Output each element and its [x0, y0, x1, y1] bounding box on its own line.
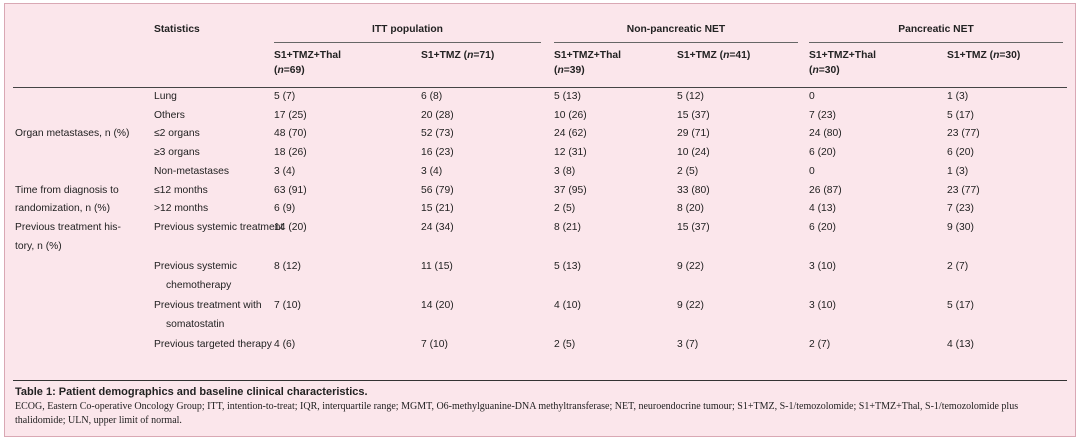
cell: 7 (23)	[809, 109, 836, 121]
row-label: Previous systemic chemotherapy	[154, 260, 237, 291]
row-label: ≤2 organs	[154, 128, 200, 140]
cell: 7 (23)	[947, 203, 974, 215]
cell: 5 (13)	[554, 260, 581, 272]
subcolumn-header: S1+TMZ+Thal (n=30)	[809, 50, 876, 76]
cell: 23 (77)	[947, 128, 980, 140]
cell: 2 (7)	[947, 260, 969, 272]
cell: 6 (20)	[947, 147, 974, 159]
row-label: Previous systemic treatment	[154, 221, 284, 233]
cell: 63 (91)	[274, 184, 307, 196]
cell: 3 (10)	[809, 260, 836, 272]
cell: 5 (17)	[947, 109, 974, 121]
cell: 52 (73)	[421, 128, 454, 140]
subcolumn-header: S1+TMZ (n=30)	[947, 50, 1021, 61]
cell: 15 (37)	[677, 221, 710, 233]
cell: 26 (87)	[809, 184, 842, 196]
cell: 6 (8)	[421, 91, 443, 102]
cell: 29 (71)	[677, 128, 710, 140]
cell: 24 (34)	[421, 221, 454, 233]
cell: 7 (10)	[274, 299, 301, 311]
cell: 4 (10)	[554, 299, 581, 311]
stub-header: Statistics	[154, 24, 200, 35]
cell: 15 (21)	[421, 203, 454, 215]
cell: 2 (5)	[677, 165, 699, 177]
caption: Table 1: Patient demographics and baseli…	[15, 385, 1065, 428]
cell: 1 (3)	[947, 165, 969, 177]
row-group-label: Organ metastases, n (%)	[15, 128, 130, 140]
group-header: ITT population	[372, 24, 443, 35]
cell: 15 (37)	[677, 109, 710, 121]
subcolumn-header: S1+TMZ+Thal (n=39)	[554, 50, 621, 76]
cell: 8 (21)	[554, 221, 581, 233]
cell: 5 (17)	[947, 299, 974, 311]
cell: 2 (5)	[554, 203, 576, 215]
cell: 16 (23)	[421, 147, 454, 159]
cell: 11 (15)	[421, 260, 453, 272]
cell: 3 (7)	[677, 338, 699, 350]
cell: 8 (12)	[274, 260, 301, 272]
cell: 17 (25)	[274, 109, 307, 121]
row-label: >12 months	[154, 203, 209, 215]
cell: 12 (31)	[554, 147, 587, 159]
subcolumn-header: S1+TMZ+Thal (n=69)	[274, 50, 341, 76]
cell: 23 (77)	[947, 184, 980, 196]
cell: 1 (3)	[947, 91, 969, 102]
cell: 5 (13)	[554, 91, 581, 102]
cell: 33 (80)	[677, 184, 710, 196]
row-label: Lung	[154, 91, 177, 102]
caption-note: ECOG, Eastern Co-operative Oncology Grou…	[15, 401, 1019, 426]
cell: 8 (20)	[677, 203, 704, 215]
cell: 14 (20)	[274, 221, 307, 233]
row-group-label: Time from diagnosis to randomization, n …	[15, 184, 119, 215]
group-rule	[554, 42, 798, 43]
cell: 2 (5)	[554, 338, 576, 350]
cell: 4 (13)	[947, 338, 974, 350]
cell: 3 (10)	[809, 299, 836, 311]
cell: 24 (62)	[554, 128, 587, 140]
cell: 6 (20)	[809, 147, 836, 159]
cell: 4 (13)	[809, 203, 836, 215]
cell: 20 (28)	[421, 109, 454, 121]
cell: 7 (10)	[421, 338, 448, 350]
cell: 6 (20)	[809, 221, 836, 233]
subcolumn-header: S1+TMZ (n=41)	[677, 50, 751, 61]
row-label: Non-metastases	[154, 165, 229, 177]
group-header: Non-pancreatic NET	[626, 24, 726, 35]
cell: 9 (30)	[947, 221, 974, 233]
cell: 9 (22)	[677, 299, 704, 311]
row-label: ≤12 months	[154, 184, 208, 196]
row-group-label: Previous treatment his­tory, n (%)	[15, 221, 121, 252]
cell: 37 (95)	[554, 184, 587, 196]
cell: 3 (4)	[421, 165, 443, 177]
cell: 56 (79)	[421, 184, 454, 196]
table-bottom-rule	[13, 380, 1067, 381]
cell: 4 (6)	[274, 338, 296, 350]
cell: 0	[809, 91, 815, 102]
cell: 10 (24)	[677, 147, 710, 159]
row-label: ≥3 organs	[154, 147, 200, 159]
header-rule	[13, 87, 1067, 88]
cell: 2 (7)	[809, 338, 831, 350]
group-header: Pancreatic NET	[898, 24, 974, 35]
group-rule	[274, 42, 541, 43]
row-label: Previous treatment with somatostatin	[154, 299, 262, 330]
table-document: Statistics Table 1: Patient demographics…	[4, 3, 1076, 437]
subcolumn-header: S1+TMZ (n=71)	[421, 50, 495, 61]
cell: 18 (26)	[274, 147, 307, 159]
cell: 0	[809, 165, 815, 177]
cell: 6 (9)	[274, 203, 296, 215]
cell: 24 (80)	[809, 128, 842, 140]
cell: 3 (8)	[554, 165, 576, 177]
row-label: Previous targeted therapy	[154, 338, 272, 350]
cell: 3 (4)	[274, 165, 296, 177]
caption-title: Table 1: Patient demographics and baseli…	[15, 386, 368, 398]
group-rule	[809, 42, 1063, 43]
cell: 10 (26)	[554, 109, 587, 121]
cell: 14 (20)	[421, 299, 454, 311]
cell: 5 (12)	[677, 91, 704, 102]
row-label: Others	[154, 109, 185, 121]
cell: 48 (70)	[274, 128, 307, 140]
cell: 9 (22)	[677, 260, 704, 272]
cell: 5 (7)	[274, 91, 296, 102]
